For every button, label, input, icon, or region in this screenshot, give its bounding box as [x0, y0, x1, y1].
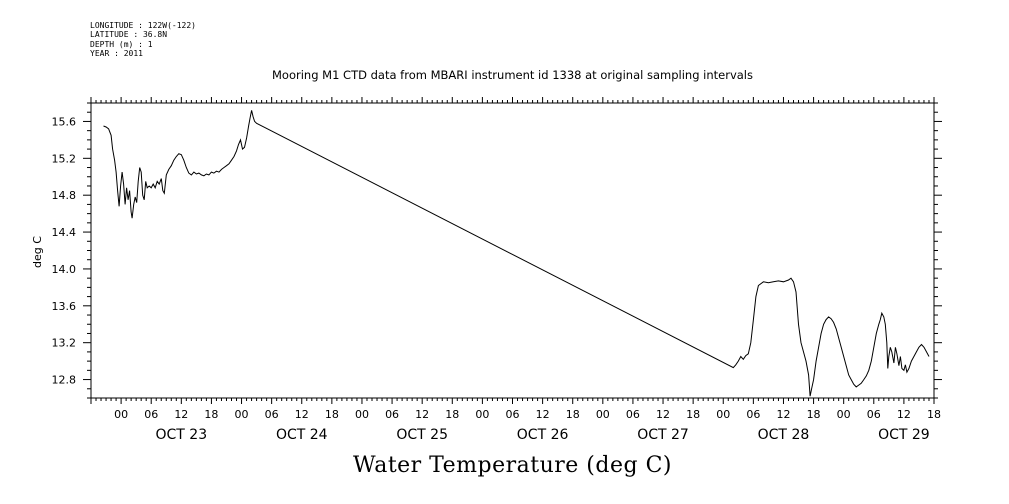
x-hour-label: 12: [295, 408, 309, 421]
x-hour-label: 06: [265, 408, 279, 421]
bottom-title: Water Temperature (deg C): [353, 453, 672, 478]
x-hour-label: 06: [867, 408, 881, 421]
x-hour-label: 12: [897, 408, 911, 421]
y-tick-label: 13.2: [52, 337, 77, 350]
metadata-block: LONGITUDE : 122W(-122) LATITUDE : 36.8N …: [90, 21, 196, 58]
x-day-label: OCT 25: [396, 427, 448, 443]
y-tick-label: 15.6: [52, 115, 77, 128]
latitude-label: LATITUDE : 36.8N: [90, 30, 168, 40]
year-label: YEAR : 2011: [90, 48, 143, 58]
x-hour-label: 00: [114, 408, 128, 421]
x-hour-label: 12: [656, 408, 670, 421]
x-hour-label: 12: [415, 408, 429, 421]
x-hour-label: 00: [716, 408, 730, 421]
x-hour-label: 18: [807, 408, 821, 421]
x-hour-label: 18: [325, 408, 339, 421]
x-hour-label: 12: [536, 408, 550, 421]
y-tick-label: 14.8: [52, 189, 77, 202]
x-hour-label: 12: [174, 408, 188, 421]
y-tick-label: 15.2: [52, 152, 77, 165]
x-hour-label: 00: [355, 408, 369, 421]
y-tick-label: 14.0: [52, 263, 77, 276]
depth-label: DEPTH (m) : 1: [90, 39, 153, 49]
x-day-label: OCT 24: [276, 427, 328, 443]
x-day-label: OCT 23: [156, 427, 208, 443]
x-hour-label: 18: [445, 408, 459, 421]
x-hour-label: 18: [686, 408, 700, 421]
x-hour-label: 06: [506, 408, 520, 421]
longitude-label: LONGITUDE : 122W(-122): [90, 21, 196, 30]
x-hour-label: 18: [927, 408, 941, 421]
y-tick-label: 14.4: [52, 226, 77, 239]
x-hour-label: 00: [475, 408, 489, 421]
x-hour-label: 00: [837, 408, 851, 421]
x-hour-label: 18: [566, 408, 580, 421]
y-axis-label: deg C: [31, 236, 44, 268]
x-hour-label: 06: [626, 408, 640, 421]
x-hour-label: 00: [235, 408, 249, 421]
x-day-label: OCT 26: [517, 427, 569, 443]
x-hour-label: 06: [385, 408, 399, 421]
x-day-label: OCT 27: [637, 427, 689, 443]
x-hour-label: 18: [204, 408, 218, 421]
x-hour-label: 06: [144, 408, 158, 421]
x-hour-label: 12: [776, 408, 790, 421]
temperature-series-line: [103, 110, 930, 397]
x-day-label: OCT 28: [758, 427, 810, 443]
x-hour-label: 00: [596, 408, 610, 421]
x-hour-label: 06: [746, 408, 760, 421]
y-tick-label: 12.8: [52, 374, 77, 387]
y-tick-label: 13.6: [52, 300, 77, 313]
chart-title: Mooring M1 CTD data from MBARI instrumen…: [272, 68, 753, 82]
x-day-label: OCT 29: [878, 427, 930, 443]
plot-frame: [90, 102, 935, 399]
